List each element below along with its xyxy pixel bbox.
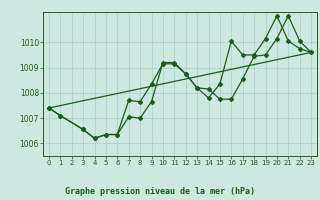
Text: Graphe pression niveau de la mer (hPa): Graphe pression niveau de la mer (hPa)	[65, 187, 255, 196]
